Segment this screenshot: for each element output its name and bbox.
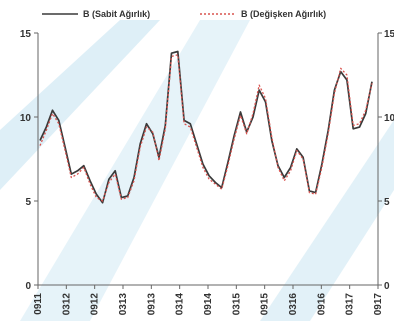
y-tick-label-right: 15 — [384, 29, 394, 40]
x-tick-label: 0912 — [90, 293, 101, 316]
x-tick-label: 0316 — [288, 293, 299, 316]
x-tick-label: 0913 — [146, 293, 157, 316]
series-layer — [39, 50, 373, 204]
x-tick-label: 0313 — [118, 293, 129, 316]
y-tick-label-right: 0 — [384, 281, 390, 292]
legend-label-sabit: B (Sabit Ağırlık) — [83, 9, 150, 19]
legend: B (Sabit Ağırlık) B (Değişken Ağırlık) — [42, 9, 326, 19]
y-tick-label-right: 5 — [384, 197, 390, 208]
y-tick-label-left: 10 — [20, 113, 32, 124]
legend-label-degisken: B (Değişken Ağırlık) — [241, 9, 326, 19]
y-tick-label-left: 5 — [25, 197, 31, 208]
y-tick-label-right: 10 — [384, 113, 394, 124]
y-ticks-left: 0 5 10 15 — [20, 29, 38, 292]
x-tick-label: 0916 — [316, 293, 327, 316]
series-line-degisken — [39, 54, 373, 202]
series-line-sabit — [39, 50, 373, 204]
x-tick-label: 0312 — [61, 293, 72, 316]
x-tick-label: 0317 — [345, 293, 356, 316]
x-tick-label: 0315 — [231, 293, 242, 316]
x-tick-label: 0314 — [175, 293, 186, 316]
x-tick-label: 0915 — [260, 293, 271, 316]
y-tick-label-left: 0 — [25, 281, 31, 292]
y-ticks-right: 15 10 5 0 — [378, 29, 394, 292]
y-tick-label-left: 15 — [20, 29, 32, 40]
x-tick-label: 0917 — [373, 293, 384, 316]
x-tick-label: 0911 — [33, 293, 44, 315]
x-tick-label: 0914 — [203, 293, 214, 316]
x-ticks: 0911 0312 0912 0313 0913 0314 0914 0315 0915 0316… — [33, 285, 384, 315]
